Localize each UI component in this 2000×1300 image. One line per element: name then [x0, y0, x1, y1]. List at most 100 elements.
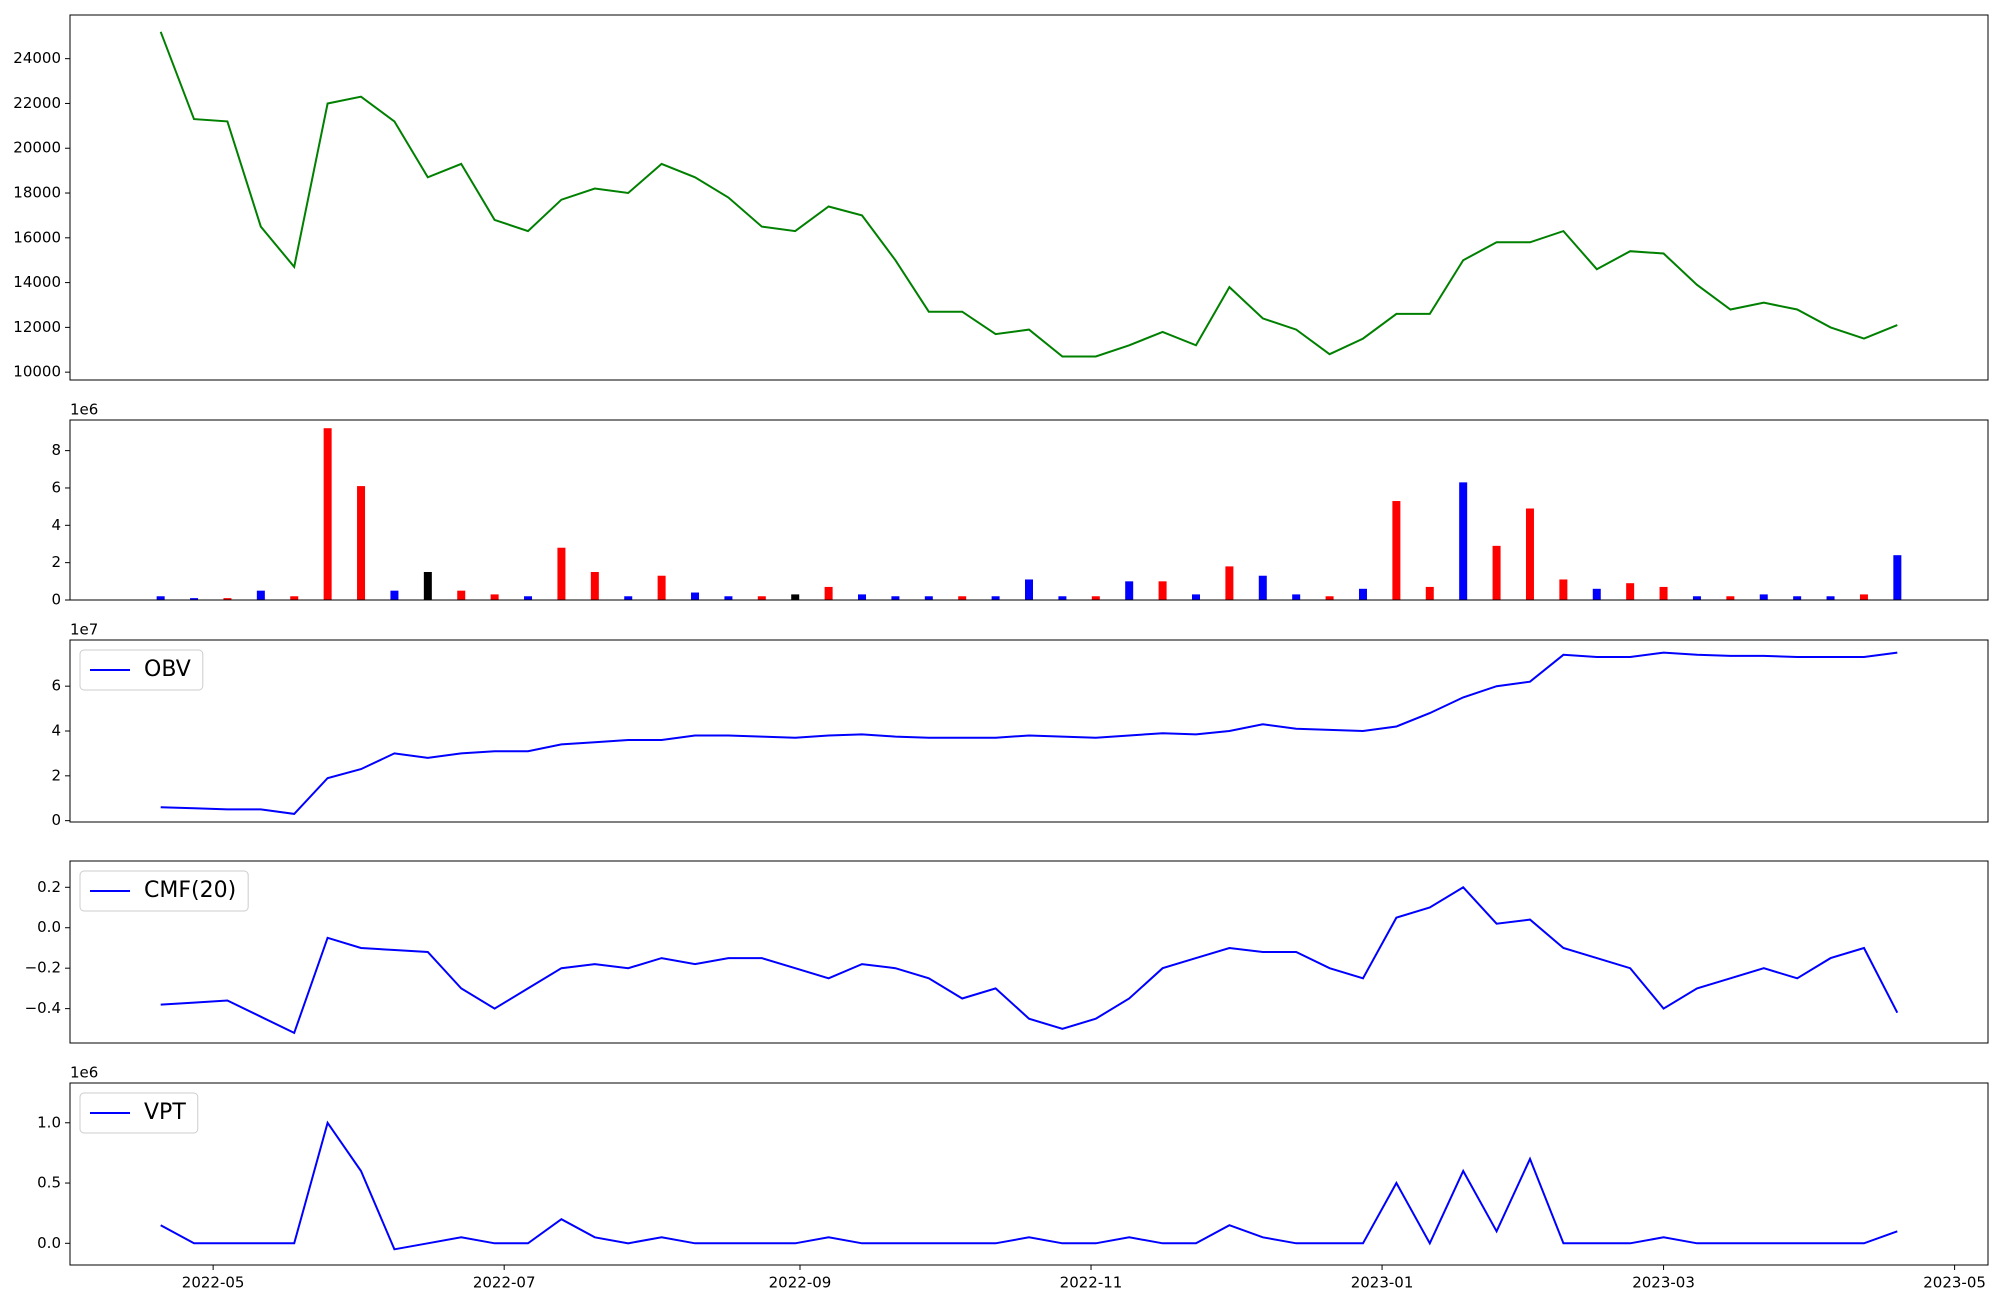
series-line	[160, 886, 1899, 1035]
offset-label: 1e6	[70, 1064, 98, 1082]
volume-bar	[724, 596, 733, 600]
y-tick-label: 4	[51, 722, 61, 740]
volume-bar	[156, 596, 165, 600]
volume-bar	[691, 592, 700, 600]
offset-label: 1e6	[70, 401, 98, 419]
volume-bar	[423, 571, 432, 600]
x-tick-label: 2023-05	[1923, 1274, 1986, 1292]
volume-bar	[323, 428, 332, 600]
legend-box	[79, 1092, 199, 1134]
volume-bar	[1191, 594, 1200, 600]
volume-bar	[1759, 594, 1768, 600]
volume-bar	[1793, 596, 1802, 600]
series-line	[160, 651, 1898, 815]
volume-bar	[1726, 596, 1735, 600]
volume-bar	[524, 596, 533, 600]
volume-bar	[1292, 594, 1301, 600]
y-tick-label: 0	[51, 811, 61, 829]
price-line	[159, 31, 1898, 358]
y-tick-label: 14000	[13, 273, 61, 291]
legend-box	[79, 870, 249, 912]
volume-bar	[1325, 596, 1334, 600]
volume-bar	[791, 594, 800, 600]
volume-bar	[557, 547, 566, 600]
volume-bar	[1091, 596, 1100, 600]
y-tick-label: 0.0	[37, 918, 61, 936]
y-tick-label: 0	[51, 591, 61, 609]
y-tick-label: 12000	[13, 318, 61, 336]
y-tick-label: 4	[51, 516, 61, 534]
volume-bar	[290, 596, 299, 600]
volume-bar	[390, 590, 399, 600]
y-tick-label: 1.0	[37, 1113, 61, 1131]
legend-label: CMF(20)	[144, 878, 236, 903]
volume-bar	[1826, 596, 1835, 600]
series-line	[160, 1120, 1898, 1251]
volume-bar	[1559, 579, 1568, 600]
y-tick-label: 18000	[13, 184, 61, 202]
x-tick-label: 2022-11	[1060, 1274, 1123, 1292]
y-tick-label: 0.2	[37, 878, 61, 896]
volume-bar	[1225, 566, 1234, 600]
x-tick-label: 2022-07	[473, 1274, 536, 1292]
volume-bar	[256, 590, 265, 600]
y-tick-label: 0.5	[37, 1174, 61, 1192]
volume-bar	[490, 594, 499, 600]
volume-bar	[223, 598, 232, 600]
y-tick-label: −0.4	[25, 999, 61, 1017]
x-tick-label: 2022-05	[182, 1274, 245, 1292]
volume-bar	[1425, 586, 1434, 600]
panel-frame	[69, 860, 1989, 1044]
volume-bar	[858, 594, 867, 600]
panel-frame	[69, 14, 1989, 381]
legend-label: VPT	[144, 1100, 186, 1125]
x-tick-label: 2023-03	[1632, 1274, 1695, 1292]
volume-bar	[1692, 596, 1701, 600]
volume-bar	[1859, 594, 1868, 600]
panel-frame	[69, 419, 1989, 601]
volume-bar	[958, 596, 967, 600]
y-tick-label: 24000	[13, 49, 61, 67]
x-tick-label: 2023-01	[1351, 1274, 1414, 1292]
volume-bar	[457, 590, 466, 600]
y-tick-label: 0.0	[37, 1234, 61, 1252]
volume-bar	[1492, 545, 1501, 600]
volume-bar	[1626, 583, 1635, 600]
volume-bar	[1392, 501, 1401, 600]
volume-bar	[924, 596, 933, 600]
volume-bar	[1125, 581, 1134, 600]
volume-bar	[824, 586, 833, 600]
volume-bar	[891, 596, 900, 600]
volume-bar	[1525, 508, 1534, 600]
volume-bar	[357, 486, 366, 600]
legend-label: OBV	[144, 657, 191, 682]
y-tick-label: 10000	[13, 363, 61, 381]
volume-bar	[1358, 588, 1367, 600]
y-tick-label: 2	[51, 766, 61, 784]
volume-bar	[1258, 575, 1267, 600]
volume-bar	[991, 596, 1000, 600]
volume-bar	[657, 575, 666, 600]
y-tick-label: 20000	[13, 139, 61, 157]
offset-label: 1e7	[70, 621, 98, 639]
y-tick-label: 8	[51, 441, 61, 459]
y-tick-label: −0.2	[25, 959, 61, 977]
volume-bar	[757, 596, 766, 600]
panel-frame	[69, 1082, 1989, 1266]
legend-box	[79, 649, 204, 691]
y-tick-label: 2	[51, 553, 61, 571]
volume-bar	[1058, 596, 1067, 600]
x-tick-label: 2022-09	[769, 1274, 832, 1292]
volume-bar	[190, 598, 199, 600]
y-tick-label: 6	[51, 677, 61, 695]
y-tick-label: 22000	[13, 94, 61, 112]
y-tick-label: 16000	[13, 228, 61, 246]
volume-bar	[1158, 581, 1167, 600]
volume-bar	[1893, 555, 1902, 600]
volume-bar	[1025, 579, 1033, 600]
volume-bar	[590, 571, 599, 600]
panel-frame	[69, 639, 1989, 823]
volume-bar	[1459, 482, 1468, 600]
